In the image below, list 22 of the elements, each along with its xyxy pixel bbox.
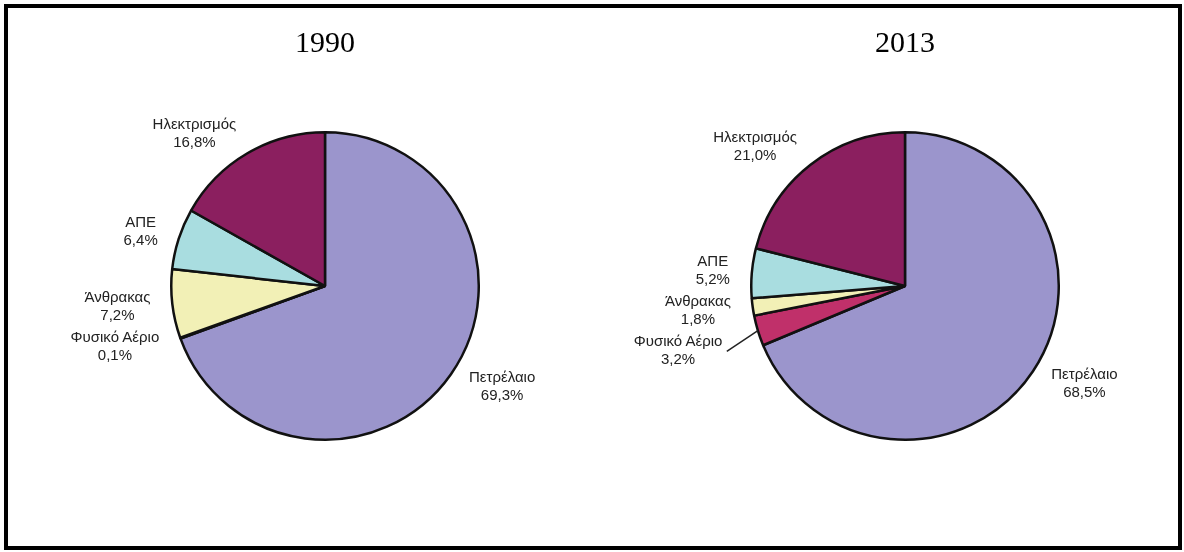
slice-label: Άνθρακας: [664, 292, 731, 310]
slice-label: Φυσικό Αέριο: [633, 332, 723, 350]
chart-title: 1990: [295, 24, 355, 58]
slice-label: ΑΠΕ: [697, 252, 729, 270]
data-label: 69,3%: [480, 385, 524, 403]
slice-label: Πετρέλαιο: [468, 367, 536, 385]
slice-label: Ηλεκτρισμός: [152, 115, 237, 133]
data-label: 1,8%: [680, 310, 715, 328]
data-label: 7,2%: [100, 305, 135, 323]
data-label: 16,8%: [173, 133, 216, 151]
slice-label: Πετρέλαιο: [1051, 364, 1118, 382]
slice-label: Ηλεκτρισμός: [713, 128, 798, 146]
slice-label: ΑΠΕ: [125, 213, 157, 231]
data-label: 0,1%: [97, 345, 133, 363]
data-label: 5,2%: [695, 270, 730, 288]
slice-label: Φυσικό Αέριο: [70, 327, 160, 345]
data-label: 6,4%: [123, 231, 158, 249]
data-label: 21,0%: [733, 146, 777, 164]
data-label: 3,2%: [660, 350, 696, 368]
slice-label: Άνθρακας: [84, 287, 151, 305]
data-label: 68,5%: [1063, 382, 1106, 400]
chart-title: 2013: [875, 24, 935, 58]
